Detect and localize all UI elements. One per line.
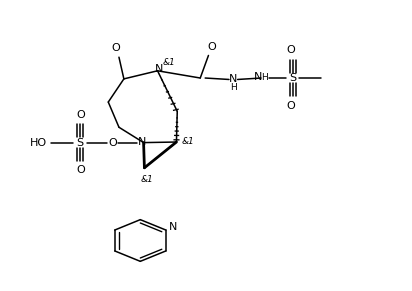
Text: O: O (286, 45, 295, 55)
Text: &1: &1 (163, 58, 176, 67)
Text: &1: &1 (182, 137, 194, 146)
Text: O: O (286, 101, 295, 111)
Text: H: H (261, 73, 268, 82)
Text: O: O (77, 110, 86, 120)
Text: O: O (77, 165, 86, 175)
Text: O: O (111, 43, 120, 54)
Text: S: S (289, 73, 296, 83)
Text: N: N (169, 222, 178, 232)
Text: H: H (230, 83, 236, 92)
Text: N: N (155, 64, 164, 74)
Text: N: N (138, 137, 146, 147)
Text: N: N (229, 74, 237, 84)
Text: &1: &1 (140, 175, 153, 184)
Text: N: N (254, 72, 262, 82)
Text: O: O (108, 138, 117, 148)
Text: O: O (207, 42, 216, 52)
Text: S: S (76, 138, 84, 148)
Text: HO: HO (30, 138, 47, 148)
